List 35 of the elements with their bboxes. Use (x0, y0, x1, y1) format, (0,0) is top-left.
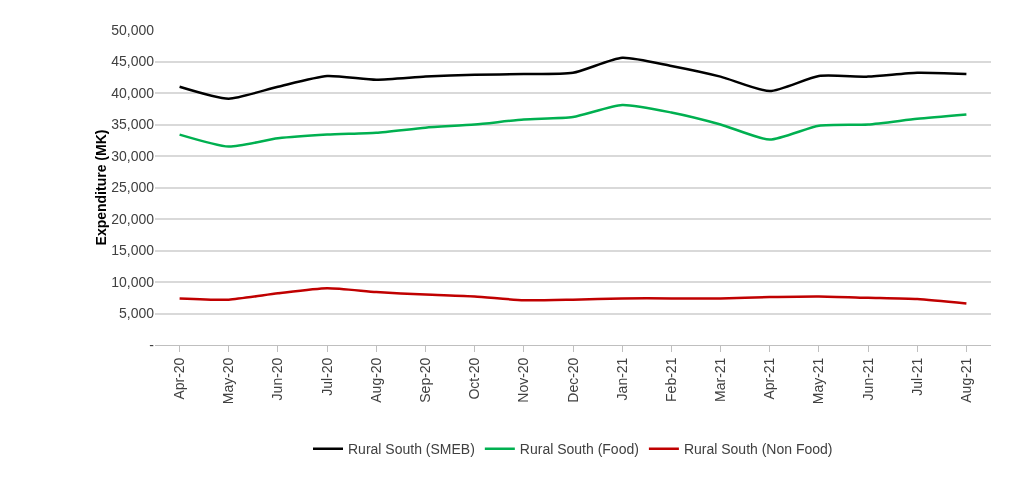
x-tick-label: Jul-21 (908, 357, 925, 396)
y-tick-label: 5,000 (118, 305, 155, 322)
x-tick-label: Aug-20 (367, 357, 384, 403)
x-tick-label: Feb-21 (662, 357, 679, 402)
y-axis-title: Expenditure (MK) (93, 129, 110, 246)
y-tick-label: 20,000 (111, 210, 155, 227)
y-tick-label: - (149, 336, 155, 353)
x-tick-label: Jul-20 (318, 357, 335, 396)
x-tick-label: Jan-21 (613, 357, 630, 401)
x-tick-label: Jun-20 (269, 357, 286, 401)
line-series (178, 287, 968, 305)
y-tick-label: 30,000 (111, 147, 155, 164)
legend-label: Rural South (Non Food) (683, 441, 833, 458)
y-tick-label: 15,000 (111, 242, 155, 259)
y-tick-label: 40,000 (111, 84, 155, 101)
line-series (178, 103, 968, 148)
x-tick-label: Jun-21 (859, 357, 876, 401)
x-tick-label: May-21 (810, 357, 827, 405)
legend-label: Rural South (Food) (519, 441, 639, 458)
x-tick-label: Apr-21 (761, 357, 778, 400)
line-series (178, 56, 968, 100)
x-tick-label: Aug-21 (957, 357, 974, 403)
x-tick-label: Apr-20 (171, 357, 188, 400)
y-tick-label: 45,000 (111, 53, 155, 70)
x-tick-label: Oct-20 (466, 357, 483, 400)
x-tick-label: Mar-21 (712, 357, 729, 402)
y-tick-label: 25,000 (111, 179, 155, 196)
legend-label: Rural South (SMEB) (348, 441, 475, 458)
y-tick-label: 50,000 (111, 21, 155, 38)
y-tick-label: 35,000 (111, 116, 155, 133)
x-tick-label: Nov-20 (515, 357, 532, 403)
y-tick-label: 10,000 (111, 273, 155, 290)
x-tick-label: May-20 (220, 357, 237, 405)
x-tick-label: Dec-20 (564, 357, 581, 403)
x-tick-label: Sep-20 (417, 357, 434, 403)
